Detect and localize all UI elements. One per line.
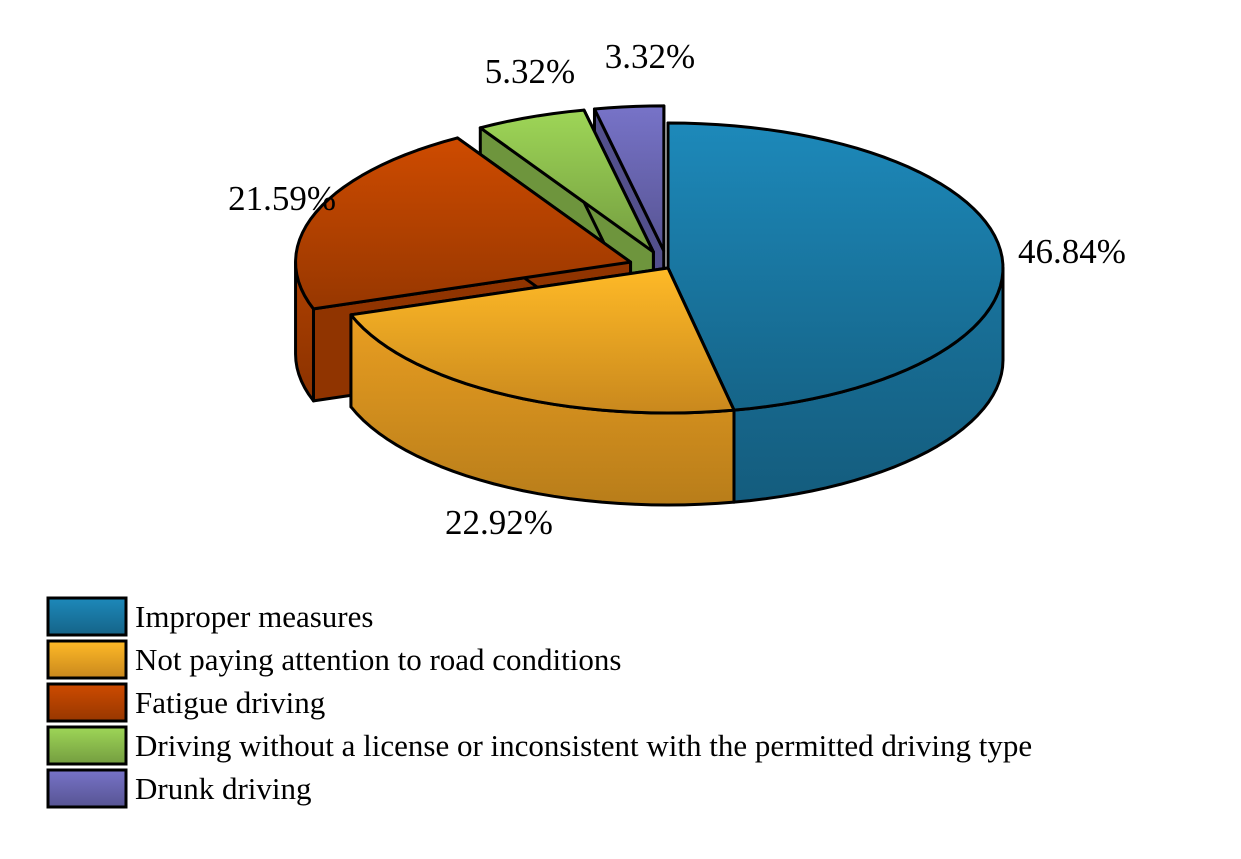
legend-label: Fatigue driving — [135, 685, 325, 720]
pie-slice-top — [478, 108, 655, 254]
pie-slice — [349, 266, 736, 507]
legend-item: Driving without a license or inconsisten… — [46, 725, 1032, 766]
legend-label: Not paying attention to road conditions — [135, 642, 621, 677]
slice-value-label: 5.32% — [485, 52, 575, 91]
chart-legend: Improper measures Not paying attention to… — [46, 596, 1032, 809]
slice-value-label: 3.32% — [605, 37, 695, 76]
pie-slice-top — [349, 266, 736, 415]
legend-item: Improper measures — [46, 596, 373, 637]
pie-slice-top — [294, 136, 633, 311]
legend-item: Drunk driving — [46, 768, 312, 809]
legend-label: Driving without a license or inconsisten… — [135, 728, 1032, 763]
pie-slices — [294, 104, 1005, 507]
legend-swatch — [46, 639, 128, 680]
legend-swatch — [46, 725, 128, 766]
slice-value-label: 21.59% — [228, 179, 336, 218]
legend-item: Fatigue driving — [46, 682, 325, 723]
legend-label: Drunk driving — [135, 771, 312, 806]
slice-value-label: 22.92% — [445, 503, 553, 542]
legend-label: Improper measures — [135, 599, 373, 634]
pie-slice-top — [592, 104, 666, 253]
pie-slice-top — [666, 121, 1005, 412]
slice-value-label: 46.84% — [1018, 232, 1126, 271]
legend-swatch — [46, 768, 128, 809]
legend-swatch — [46, 596, 128, 637]
legend-swatch — [46, 682, 128, 723]
pie-value-labels: 46.84% 22.92% 21.59% 5.32% 3.32% — [228, 37, 1126, 542]
legend-item: Not paying attention to road conditions — [46, 639, 621, 680]
